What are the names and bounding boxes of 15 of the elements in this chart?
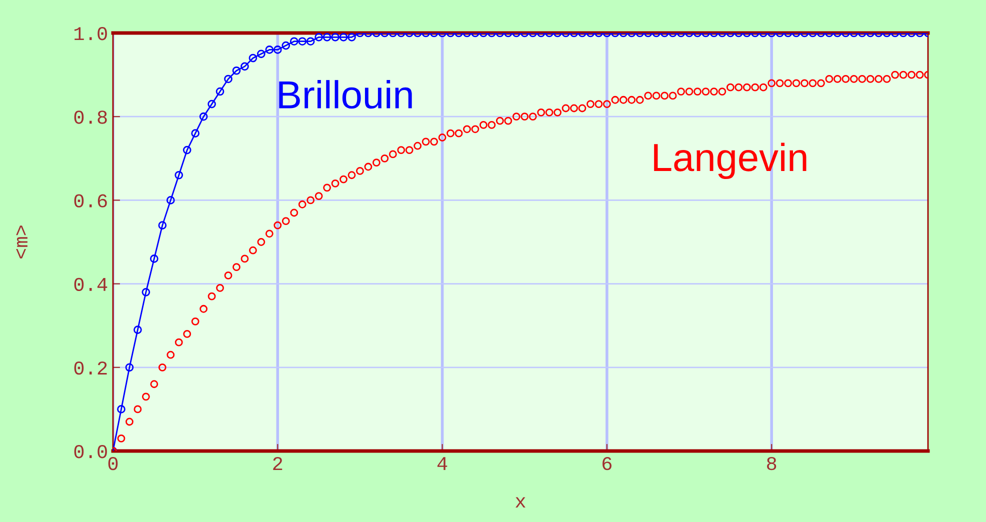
x-tick-label: 2 (273, 456, 282, 470)
x-tick-label: 8 (767, 456, 776, 470)
series-label: Langevin (654, 142, 806, 180)
y-tick-label: 1.0 (74, 27, 107, 40)
y-tick-label: 0.4 (74, 278, 108, 292)
y-axis-title: <m> (16, 226, 28, 258)
x-tick-label: 6 (602, 456, 612, 470)
x-axis-title: x (516, 497, 526, 508)
x-tick-label: 4 (437, 457, 448, 470)
x-tick-label: 0 (108, 456, 118, 470)
series-label: Brillouin (279, 80, 412, 109)
y-tick-label: 0.6 (74, 194, 107, 208)
y-tick-label: 0.2 (74, 361, 107, 375)
y-tick-label: 0.0 (74, 445, 107, 458)
y-tick-label: 0.8 (74, 110, 107, 124)
